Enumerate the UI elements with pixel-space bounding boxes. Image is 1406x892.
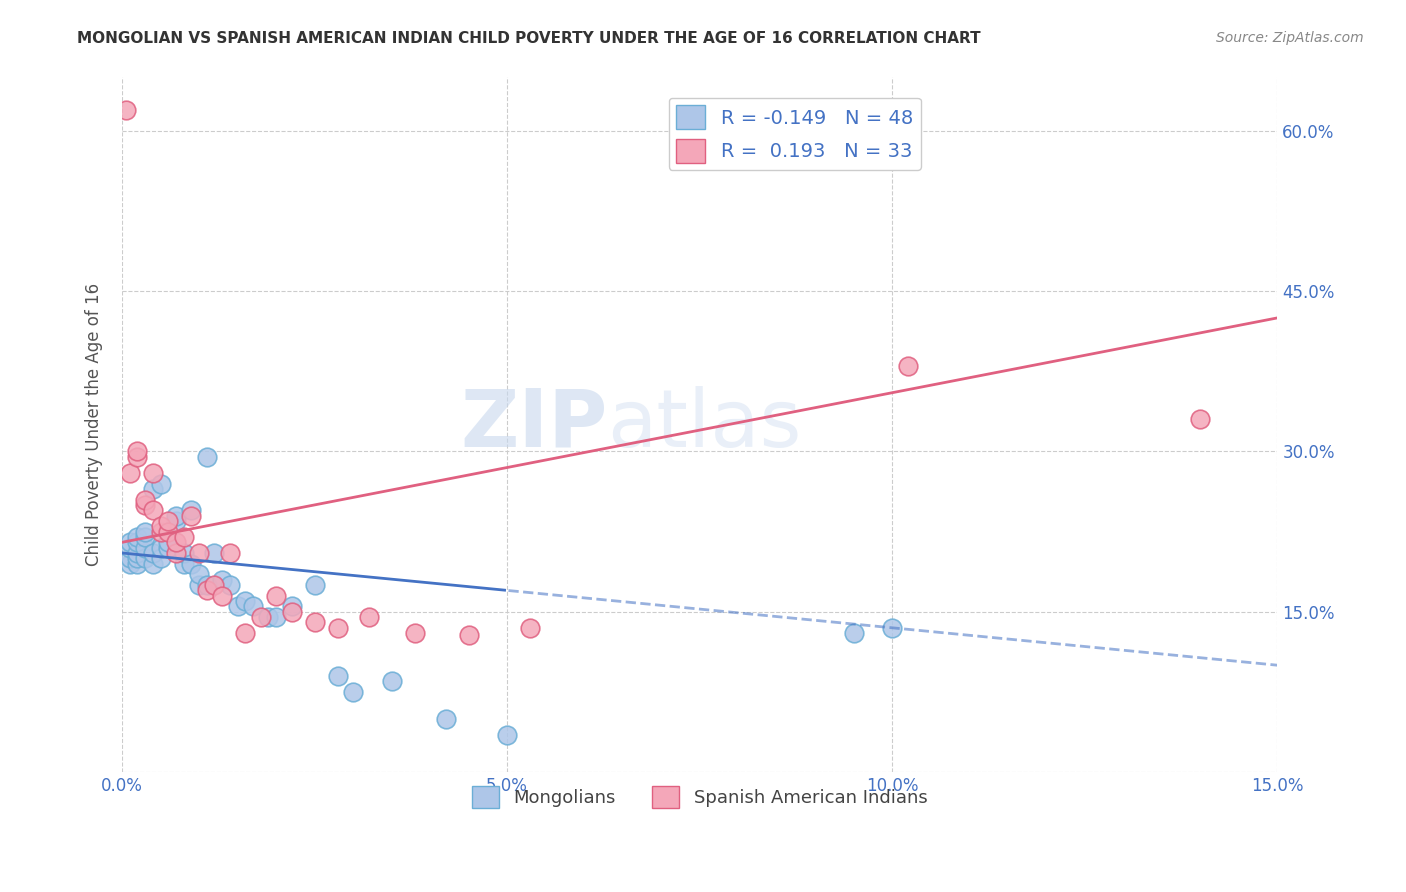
Point	[115, 103, 138, 117]
Point	[842, 626, 865, 640]
Point	[381, 674, 404, 689]
Point	[326, 669, 349, 683]
Point	[195, 583, 218, 598]
Point	[127, 444, 149, 458]
Point	[134, 530, 156, 544]
Point	[342, 685, 364, 699]
Point	[195, 578, 218, 592]
Legend: Mongolians, Spanish American Indians: Mongolians, Spanish American Indians	[465, 779, 935, 815]
Point	[357, 610, 380, 624]
Point	[134, 541, 156, 555]
Point	[211, 573, 233, 587]
Point	[1189, 412, 1212, 426]
Point	[165, 546, 187, 560]
Point	[127, 551, 149, 566]
Point	[118, 541, 141, 555]
Point	[304, 578, 326, 592]
Point	[142, 546, 165, 560]
Point	[219, 546, 242, 560]
Point	[149, 476, 172, 491]
Point	[404, 626, 426, 640]
Point	[142, 482, 165, 496]
Point	[149, 519, 172, 533]
Point	[165, 514, 187, 528]
Point	[188, 567, 211, 582]
Point	[233, 626, 256, 640]
Point	[326, 621, 349, 635]
Point	[897, 359, 920, 373]
Point	[127, 450, 149, 464]
Text: atlas: atlas	[607, 385, 801, 464]
Point	[149, 541, 172, 555]
Point	[457, 628, 479, 642]
Point	[496, 728, 519, 742]
Point	[127, 546, 149, 560]
Point	[180, 503, 202, 517]
Point	[195, 450, 218, 464]
Point	[188, 546, 211, 560]
Point	[127, 530, 149, 544]
Point	[134, 551, 156, 566]
Point	[173, 546, 195, 560]
Point	[173, 557, 195, 571]
Point	[173, 530, 195, 544]
Point	[142, 503, 165, 517]
Point	[149, 551, 172, 566]
Point	[165, 535, 187, 549]
Point	[249, 610, 271, 624]
Point	[257, 610, 280, 624]
Point	[134, 492, 156, 507]
Point	[264, 589, 287, 603]
Point	[226, 599, 249, 614]
Y-axis label: Child Poverty Under the Age of 16: Child Poverty Under the Age of 16	[86, 283, 103, 566]
Point	[219, 578, 242, 592]
Point	[519, 621, 541, 635]
Point	[127, 535, 149, 549]
Point	[157, 535, 180, 549]
Point	[204, 578, 226, 592]
Point	[157, 524, 180, 539]
Text: ZIP: ZIP	[460, 385, 607, 464]
Point	[280, 605, 302, 619]
Point	[882, 621, 904, 635]
Point	[118, 551, 141, 566]
Point	[280, 599, 302, 614]
Point	[211, 589, 233, 603]
Text: Source: ZipAtlas.com: Source: ZipAtlas.com	[1216, 31, 1364, 45]
Point	[180, 557, 202, 571]
Point	[188, 578, 211, 592]
Point	[180, 508, 202, 523]
Point	[134, 498, 156, 512]
Point	[264, 610, 287, 624]
Point	[157, 514, 180, 528]
Point	[242, 599, 264, 614]
Point	[142, 557, 165, 571]
Point	[165, 508, 187, 523]
Point	[134, 524, 156, 539]
Point	[434, 712, 457, 726]
Point	[142, 466, 165, 480]
Point	[118, 535, 141, 549]
Text: MONGOLIAN VS SPANISH AMERICAN INDIAN CHILD POVERTY UNDER THE AGE OF 16 CORRELATI: MONGOLIAN VS SPANISH AMERICAN INDIAN CHI…	[77, 31, 981, 46]
Point	[118, 466, 141, 480]
Point	[127, 557, 149, 571]
Point	[118, 557, 141, 571]
Point	[233, 594, 256, 608]
Point	[157, 541, 180, 555]
Point	[149, 524, 172, 539]
Point	[304, 615, 326, 630]
Point	[204, 546, 226, 560]
